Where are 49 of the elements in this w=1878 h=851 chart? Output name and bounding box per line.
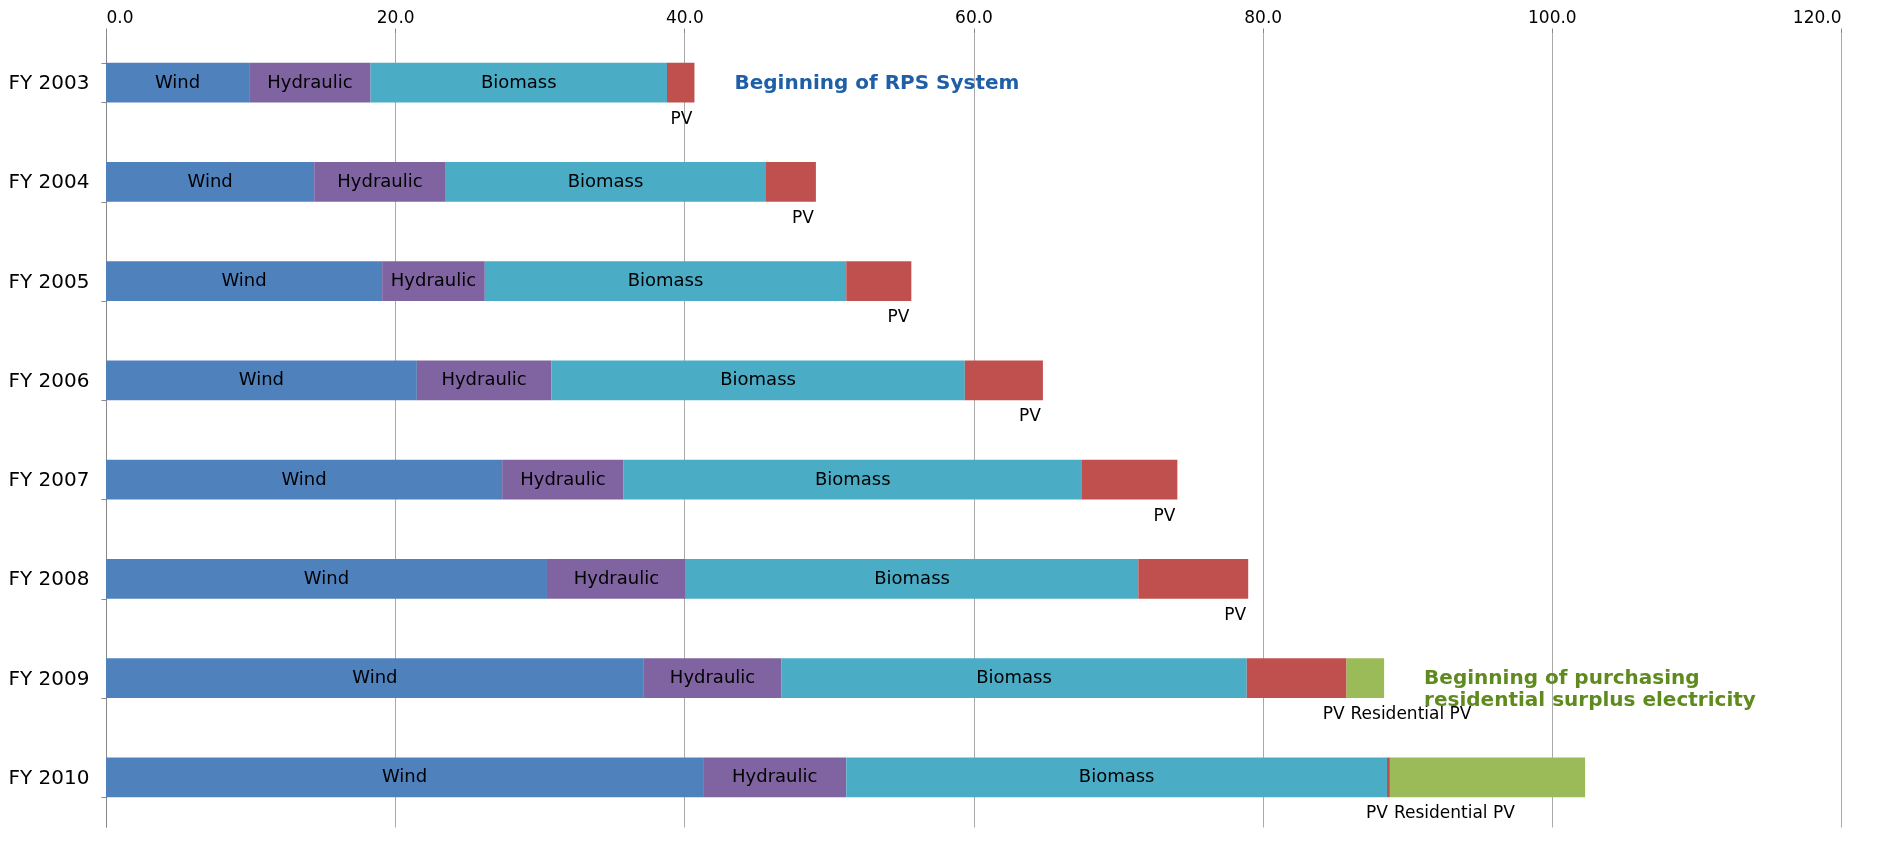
text: Hydraulic	[337, 169, 423, 191]
text: Hydraulic	[573, 566, 660, 588]
x-tick-label: 120.0	[1792, 6, 1842, 27]
text: Biomass	[480, 70, 557, 92]
y-tick-label: FY 2004	[8, 169, 90, 194]
y-tick-label: FY 2005	[8, 268, 90, 293]
text: Wind	[281, 467, 327, 489]
y-tick-label: FY 2009	[8, 665, 90, 690]
x-tick-label: 20.0	[376, 6, 415, 27]
x-tick-label: 40.0	[665, 6, 704, 27]
series-label: Hydraulic	[441, 368, 527, 390]
text: PV	[670, 107, 693, 128]
y-tick-label: FY 2006	[8, 367, 90, 392]
x-tick-label: 80.0	[1244, 6, 1283, 27]
y-tick-label: FY 2007	[8, 467, 90, 492]
text: Hydraulic	[669, 666, 756, 688]
text: PV	[1322, 703, 1345, 724]
text: Biomass	[567, 169, 644, 191]
text: Hydraulic	[267, 70, 353, 92]
text: Wind	[187, 169, 233, 191]
x-tick-label: 0.0	[106, 6, 134, 27]
annotation: Beginning of RPS System	[734, 69, 1020, 94]
text: PV	[1366, 802, 1388, 823]
series-label: PV	[1019, 405, 1042, 426]
text: PV	[887, 306, 910, 327]
text: PV	[1153, 504, 1176, 525]
text: Residential PV	[1393, 802, 1515, 823]
text: PV	[792, 206, 814, 227]
text: PV	[1224, 603, 1247, 624]
x-tick-label: 60.0	[955, 6, 993, 27]
text: Wind	[303, 566, 350, 588]
x-tick-label: 100.0	[1528, 6, 1577, 27]
text: Hydraulic	[520, 467, 606, 489]
text: Biomass	[627, 269, 704, 291]
y-tick-label: FY 2010	[8, 764, 90, 789]
series-label: Biomass	[720, 368, 796, 390]
text: Biomass	[814, 467, 891, 489]
text: Wind	[352, 666, 398, 688]
text: Biomass	[1078, 765, 1155, 787]
text: Biomass	[976, 666, 1052, 688]
text: Hydraulic	[390, 269, 477, 291]
text: Hydraulic	[732, 765, 818, 787]
text: Wind	[221, 269, 267, 291]
text: Wind	[154, 70, 201, 92]
text: Biomass	[874, 566, 950, 588]
text: Wind	[381, 765, 428, 787]
y-tick-label: FY 2003	[8, 70, 90, 95]
y-tick-label: FY 2008	[8, 566, 90, 591]
series-label: Wind	[238, 368, 285, 390]
